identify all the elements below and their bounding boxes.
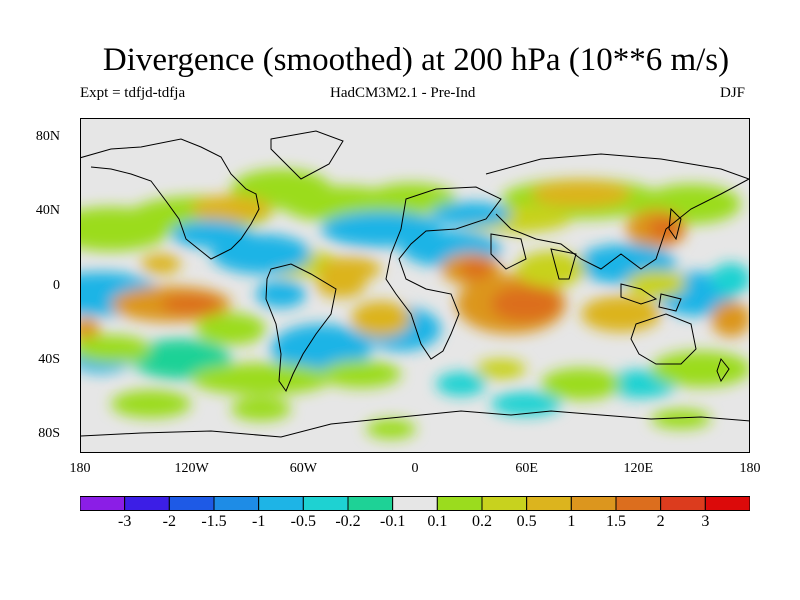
colorbar-label: -0.1 [379,513,406,530]
divergence-contour [460,259,492,279]
season-label: DJF [720,85,746,101]
colorbar-label: -1.5 [201,513,227,530]
colorbar-label: -3 [117,513,132,530]
divergence-contour [491,392,561,416]
colorbar-label: -0.5 [290,513,316,530]
colorbar-label: 1.5 [606,513,626,530]
experiment-label: Expt = tdfjd-tdfja [80,85,186,101]
coastline [270,130,344,180]
coastline [265,263,337,393]
divergence-contour [231,397,291,421]
plot-title: Divergence (smoothed) at 200 hPa (10**6 … [102,42,730,78]
colorbar-swatch [392,496,438,511]
colorbar-label: -1 [251,513,266,530]
divergence-contour [366,419,416,439]
divergence-contour [196,313,266,345]
divergence-contour [81,317,100,341]
divergence-contour [351,301,411,337]
coastline [668,207,682,241]
colorbar-swatch [80,496,126,511]
divergence-contour [141,254,181,274]
divergence-contour [581,296,661,332]
coastline [485,153,749,270]
coastline [550,248,577,280]
divergence-contour [211,234,311,274]
colorbar-label: -0.2 [335,513,361,530]
divergence-contour [531,180,631,208]
divergence-contour [516,251,586,287]
divergence-contour [81,335,151,363]
coastline [385,186,502,360]
coastline [658,293,682,312]
colorbar-swatch [436,496,483,511]
colorbar-label: 2 [656,513,665,530]
lon-tick-label: 120E [623,461,654,476]
colorbar-label: 0.1 [427,513,448,530]
colorbar-swatch [347,496,394,511]
divergence-contour [366,183,456,215]
colorbar-label: 0.2 [472,513,492,530]
model-label: HadCM3M2.1 - Pre-Ind [330,85,476,101]
lat-tick-label: 40S [38,351,60,367]
divergence-contour [191,363,331,395]
divergence-contour [191,195,271,223]
divergence-field [81,119,749,452]
lon-tick-label: 120W [174,461,209,476]
divergence-contour [651,409,711,429]
lat-tick-label: 80S [38,426,60,442]
divergence-contour [626,270,686,298]
coastline [716,357,730,383]
lon-tick-label: 60W [289,461,317,476]
lat-tick-label: 80N [35,128,60,144]
divergence-contour [131,339,231,379]
divergence-contour [541,368,621,400]
lon-tick-label: 180 [69,461,91,476]
divergence-contour [431,202,511,226]
divergence-contour [321,360,401,388]
colorbar-swatch [660,496,706,511]
colorbar-swatch [526,496,572,511]
divergence-contour [491,286,561,322]
colorbar-label: 0.5 [516,513,537,530]
lat-tick-label: 0 [53,277,60,293]
colorbar-swatch [704,496,750,511]
colorbar-label: -2 [162,513,176,530]
lon-tick-label: 60E [515,461,538,476]
colorbar-label: 3 [701,513,710,530]
map-panel [80,118,750,453]
colorbar-swatch [168,496,215,511]
colorbar [80,496,750,511]
coastline [81,138,260,260]
divergence-contour [256,280,306,308]
lon-tick-label: 180 [739,461,761,476]
divergence-contour [711,263,749,295]
colorbar-swatch [481,496,528,511]
divergence-contour [111,390,191,418]
colorbar-swatch [213,496,260,511]
coastline [630,313,697,365]
divergence-contour [321,211,441,247]
colorbar-swatch [302,496,349,511]
colorbar-label: 1 [567,513,576,530]
colorbar-swatch [615,496,662,511]
divergence-contour [161,294,221,314]
colorbar-swatch [570,496,617,511]
coastline [490,233,527,270]
divergence-contour [316,270,366,298]
divergence-contour [436,372,486,396]
divergence-contour [651,351,749,387]
lon-tick-label: 0 [411,461,419,476]
colorbar-swatch [258,496,304,511]
divergence-contour [711,301,749,337]
coastline [81,410,749,438]
colorbar-swatch [124,496,170,511]
lat-tick-label: 40N [35,203,60,219]
coastline [620,283,658,305]
divergence-contour [476,359,526,379]
